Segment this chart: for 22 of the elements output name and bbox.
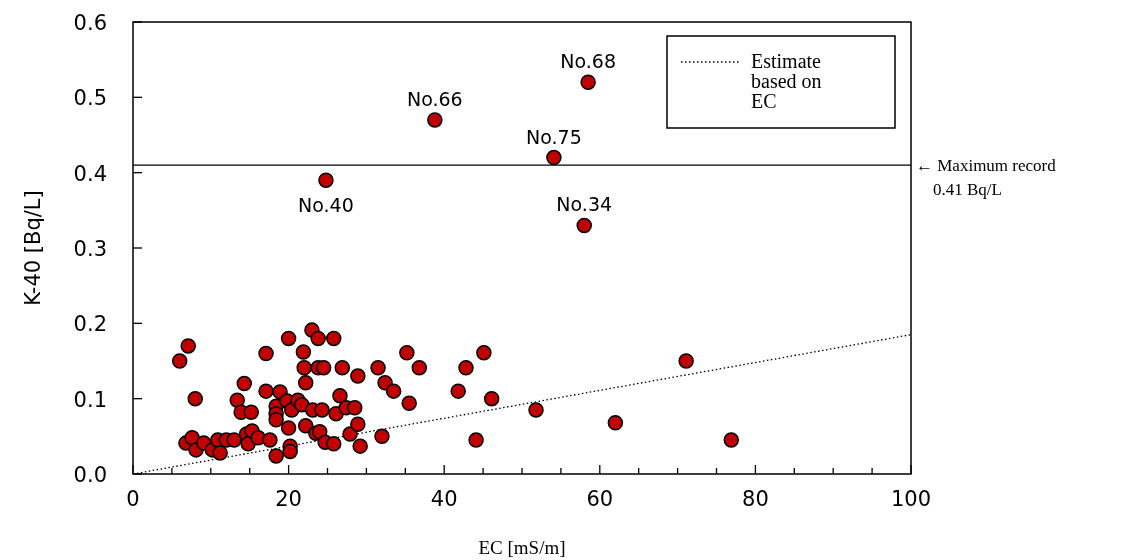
x-tick-label: 60 <box>586 487 614 511</box>
x-tick-label: 40 <box>430 487 458 511</box>
y-tick-label: 0.4 <box>73 161 107 186</box>
y-tick-label: 0.5 <box>73 86 107 111</box>
y-tick-label: 0.3 <box>73 237 107 261</box>
x-axis-title: EC [mS/m] <box>478 537 566 558</box>
x-tick-label: 20 <box>275 487 302 511</box>
x-tick-label: 0 <box>126 487 140 511</box>
y-tick-label: 0.2 <box>73 312 107 337</box>
legend-label: Estimate based on EC <box>751 50 822 112</box>
annotation: No.75 <box>526 125 582 148</box>
y-tick-label: 0.6 <box>73 11 107 35</box>
y-tick-label: 0.0 <box>73 463 107 487</box>
y-axis-title: K-40 [Bq/L] <box>21 190 45 306</box>
ref-line-label: ← Maximum record 0.41 Bq/L <box>916 156 1057 200</box>
annotation: No.40 <box>298 194 354 217</box>
x-tick-label: 80 <box>742 487 769 511</box>
annotation: No.68 <box>560 50 616 73</box>
x-tick-label: 100 <box>890 487 932 511</box>
y-tick-label: 0.1 <box>73 387 107 412</box>
annotation: No.34 <box>556 193 613 216</box>
annotation: No.66 <box>407 87 463 110</box>
